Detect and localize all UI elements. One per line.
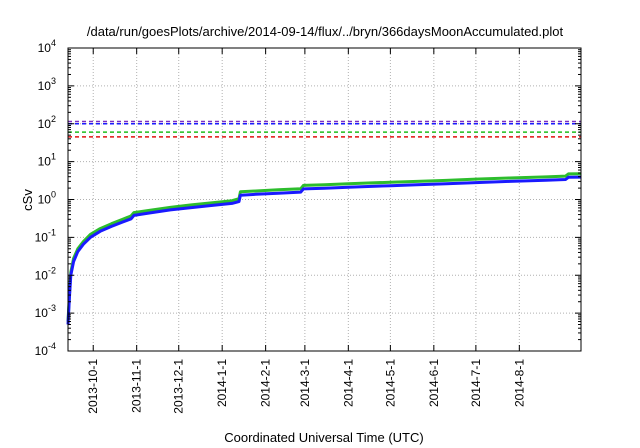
plot-frame bbox=[67, 47, 582, 352]
y-tick-label-base: 10 bbox=[35, 268, 49, 282]
y-axis-label: cSv bbox=[20, 189, 35, 211]
y-tick-label: 10-4 bbox=[35, 341, 56, 358]
y-tick-label-base: 10 bbox=[38, 193, 52, 207]
y-tick-label: 101 bbox=[38, 152, 56, 169]
x-tick-label: 2013-10-1 bbox=[86, 359, 100, 414]
y-tick-label: 10-2 bbox=[35, 265, 56, 282]
x-tick-label: 2014-5-1 bbox=[383, 359, 397, 407]
y-tick-label: 103 bbox=[38, 76, 56, 93]
x-tick-label: 2014-6-1 bbox=[427, 359, 441, 407]
y-tick-label: 100 bbox=[38, 190, 56, 207]
y-tick-label-exponent: 2 bbox=[51, 114, 56, 124]
y-tick-label-base: 10 bbox=[38, 117, 52, 131]
y-tick-label-exponent: -4 bbox=[48, 341, 56, 351]
x-tick-label: 2014-8-1 bbox=[512, 359, 526, 407]
series-group bbox=[66, 172, 582, 325]
y-tick-label-base: 10 bbox=[35, 306, 49, 320]
series-line bbox=[66, 175, 582, 325]
y-tick-label-exponent: -1 bbox=[48, 227, 56, 237]
x-tick-label: 2014-7-1 bbox=[469, 359, 483, 407]
series-line bbox=[66, 172, 582, 322]
y-tick-label-base: 10 bbox=[38, 79, 52, 93]
x-tick-label: 2014-1-1 bbox=[215, 359, 229, 407]
x-tick-label: 2013-11-1 bbox=[130, 359, 144, 413]
grid bbox=[68, 48, 581, 351]
y-tick-label: 10-3 bbox=[35, 303, 56, 320]
y-tick-label-exponent: 0 bbox=[51, 190, 56, 200]
y-tick-label-base: 10 bbox=[35, 344, 49, 358]
x-axis: 2013-10-1 2013-11-1 2013-12-1 2014-1-1 2014-… bbox=[86, 48, 526, 414]
x-axis-label: Coordinated Universal Time (UTC) bbox=[224, 430, 423, 445]
y-tick-label-exponent: -2 bbox=[48, 265, 56, 275]
y-tick-label-exponent: 4 bbox=[51, 38, 56, 48]
chart-title: /data/run/goesPlots/archive/2014-09-14/f… bbox=[87, 24, 564, 39]
y-tick-label: 104 bbox=[38, 38, 56, 55]
x-tick-label: 2014-2-1 bbox=[259, 359, 273, 407]
x-tick-label: 2014-4-1 bbox=[341, 359, 355, 407]
y-tick-label-exponent: -3 bbox=[48, 303, 56, 313]
y-tick-label-base: 10 bbox=[35, 230, 49, 244]
y-tick-label: 102 bbox=[38, 114, 56, 131]
y-tick-label-exponent: 1 bbox=[51, 152, 56, 162]
y-tick-label-base: 10 bbox=[38, 155, 52, 169]
x-tick-label: 2014-3-1 bbox=[298, 359, 312, 407]
y-tick-label-base: 10 bbox=[38, 41, 52, 55]
y-tick-label: 10-1 bbox=[35, 227, 56, 244]
y-tick-label-exponent: 3 bbox=[51, 76, 56, 86]
reference-lines bbox=[68, 120, 581, 138]
x-tick-label: 2013-12-1 bbox=[172, 359, 186, 414]
